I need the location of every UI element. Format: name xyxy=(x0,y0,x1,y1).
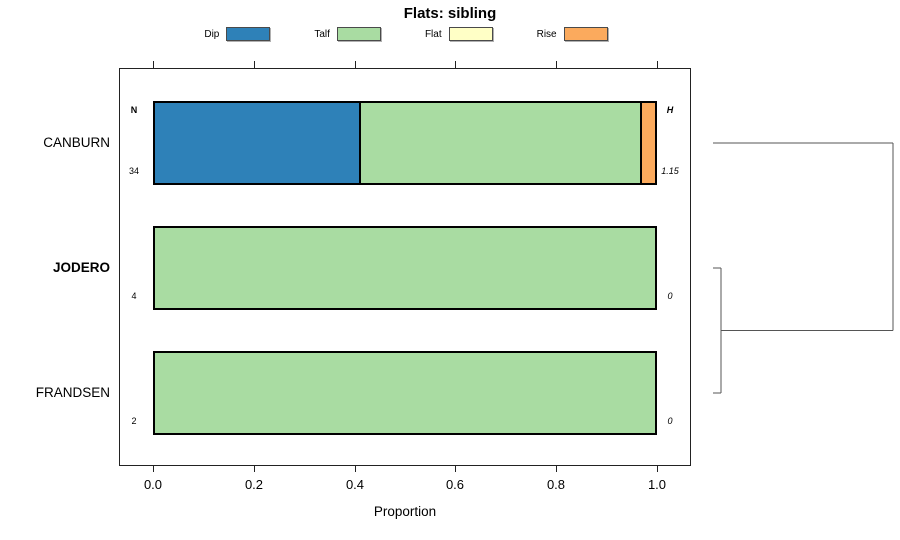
x-tick-bottom xyxy=(254,465,255,472)
h-value: 0 xyxy=(667,291,673,301)
x-tick-bottom xyxy=(355,465,356,472)
bar-segment-dip xyxy=(153,101,361,185)
x-tick-label: 0.8 xyxy=(546,477,566,492)
legend-label: Dip xyxy=(204,28,220,40)
legend-label: Talf xyxy=(314,28,330,40)
x-tick-top xyxy=(254,61,255,68)
x-tick-top xyxy=(657,61,658,68)
legend-item-dip: Dip xyxy=(204,27,271,41)
legend-swatch-talf-icon xyxy=(336,27,381,41)
x-tick-top xyxy=(153,61,154,68)
row-label-jodero: JODERO xyxy=(52,260,110,275)
bar-segment-talf xyxy=(153,351,657,435)
bar-segment-talf xyxy=(360,101,643,185)
legend-swatch-dip-icon xyxy=(226,27,271,41)
bar-segment-rise xyxy=(642,101,657,185)
legend-swatch-rise-icon xyxy=(563,27,608,41)
row-label-frandsen: FRANDSEN xyxy=(35,385,110,400)
x-tick-label: 0.2 xyxy=(244,477,264,492)
x-tick-label: 0.4 xyxy=(345,477,365,492)
x-axis-title: Proportion xyxy=(373,504,437,519)
x-tick-label: 0.0 xyxy=(143,477,163,492)
h-value: 0 xyxy=(667,416,673,426)
x-tick-bottom xyxy=(455,465,456,472)
legend-label: Rise xyxy=(536,28,557,40)
n-value: 34 xyxy=(128,166,139,176)
n-column-header: N xyxy=(130,105,138,115)
x-tick-top xyxy=(556,61,557,68)
legend-label: Flat xyxy=(424,28,442,40)
x-tick-label: 0.6 xyxy=(445,477,465,492)
legend-item-talf: Talf xyxy=(314,27,381,41)
x-tick-label: 1.0 xyxy=(647,477,667,492)
chart-title: Flats: sibling xyxy=(403,5,497,22)
x-tick-top xyxy=(355,61,356,68)
n-value: 4 xyxy=(131,291,137,301)
x-tick-top xyxy=(455,61,456,68)
n-value: 2 xyxy=(131,416,137,426)
plot-frame xyxy=(119,68,691,466)
legend-item-rise: Rise xyxy=(537,27,608,41)
bar-segment-talf xyxy=(153,226,657,310)
row-label-canburn: CANBURN xyxy=(43,135,110,150)
x-tick-bottom xyxy=(556,465,557,472)
h-column-header: H xyxy=(666,105,674,115)
legend-swatch-flat-icon xyxy=(448,27,493,41)
legend-item-flat: Flat xyxy=(425,27,493,41)
x-tick-bottom xyxy=(153,465,154,472)
h-value: 1.15 xyxy=(661,166,679,176)
x-tick-bottom xyxy=(657,465,658,472)
legend: Dip Talf Flat Rise xyxy=(0,27,812,41)
